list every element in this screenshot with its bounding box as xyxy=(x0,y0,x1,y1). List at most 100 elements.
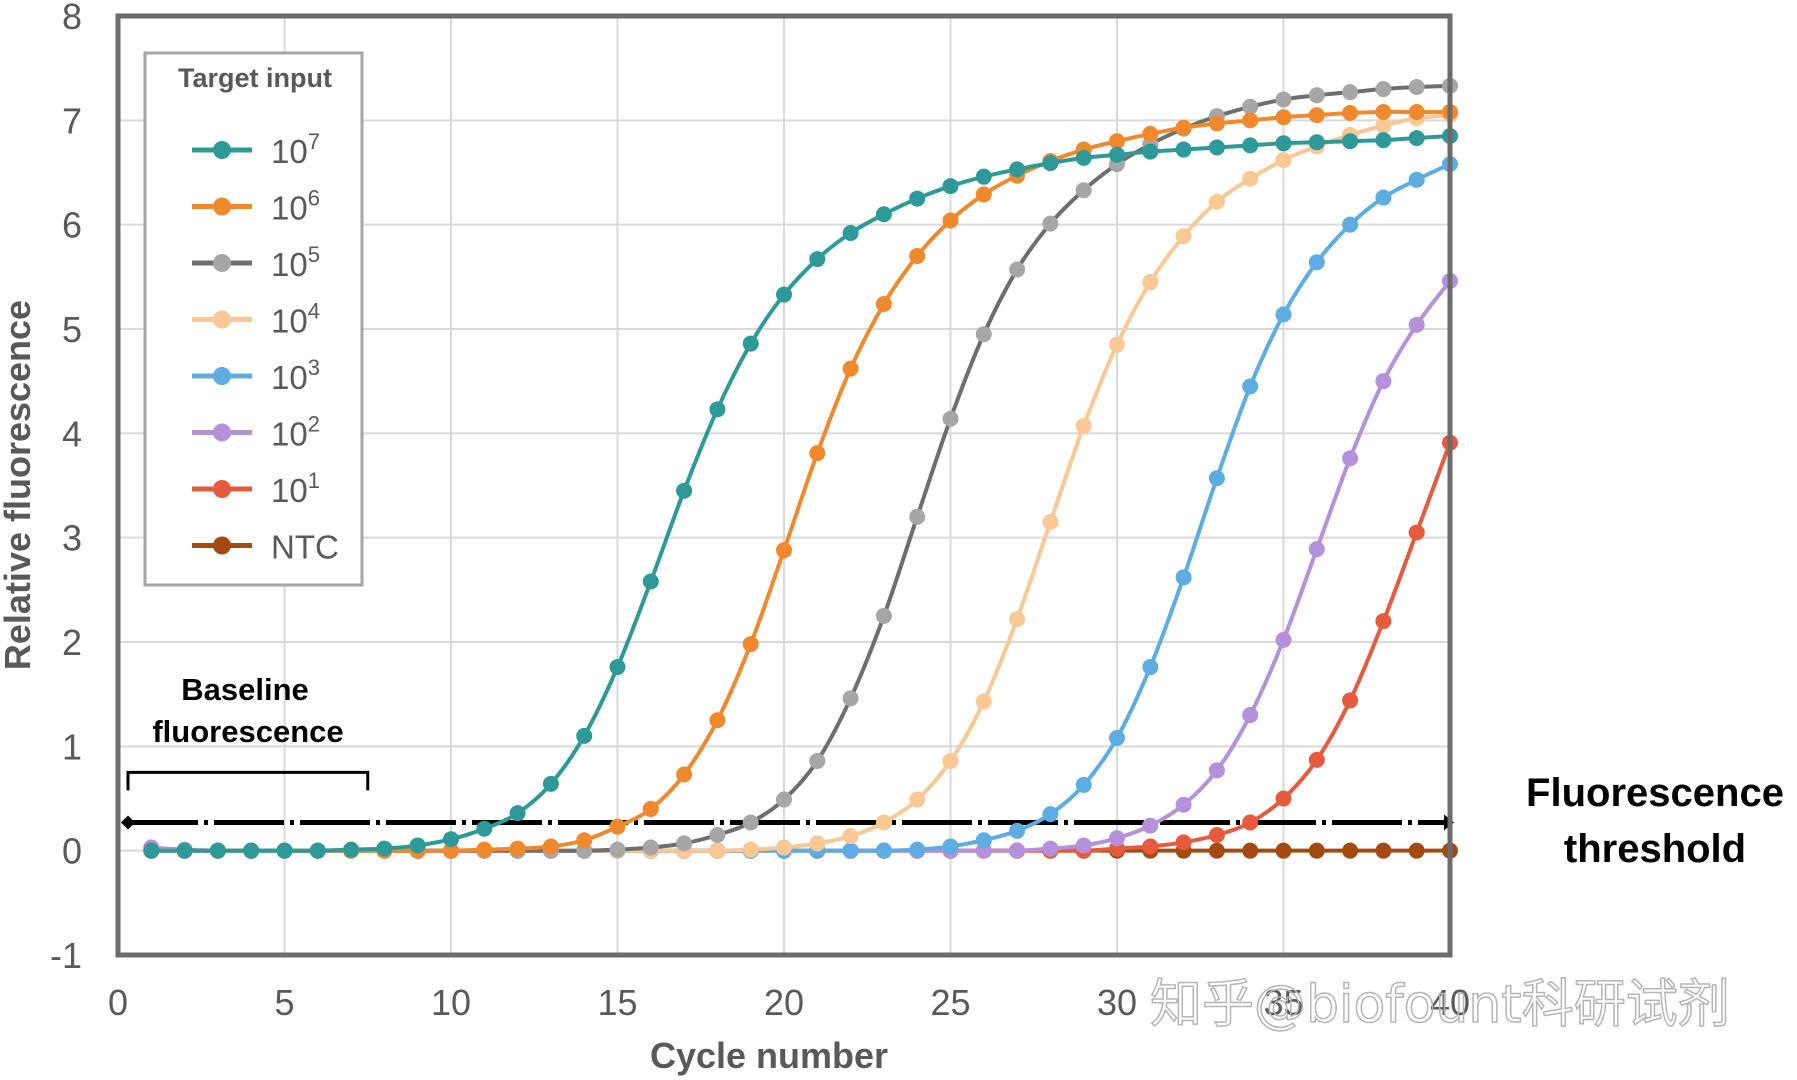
data-point xyxy=(1208,193,1225,210)
data-point xyxy=(1275,151,1292,168)
legend-item: 107 xyxy=(192,129,320,170)
data-point xyxy=(1375,81,1392,98)
data-point xyxy=(1142,125,1159,142)
data-point xyxy=(1342,842,1359,859)
data-point xyxy=(1308,842,1325,859)
data-point xyxy=(1142,143,1159,160)
data-point xyxy=(1408,130,1425,147)
x-axis-title: Cycle number xyxy=(650,1035,888,1076)
data-point xyxy=(909,508,926,525)
data-point xyxy=(542,775,559,792)
y-tick-label: 2 xyxy=(62,622,82,663)
data-point xyxy=(509,805,526,822)
legend-label: 107 xyxy=(271,129,320,170)
x-tick-label: 5 xyxy=(274,982,294,1023)
x-tick-label: 10 xyxy=(431,982,471,1023)
data-point xyxy=(409,837,426,854)
x-tick-label: 40 xyxy=(1430,982,1470,1023)
data-point xyxy=(1175,796,1192,813)
data-point xyxy=(1275,842,1292,859)
data-point xyxy=(1408,171,1425,188)
baseline-label-line2: fluorescence xyxy=(152,714,343,749)
data-point xyxy=(1275,135,1292,152)
y-tick-label: 6 xyxy=(62,205,82,246)
data-point xyxy=(209,842,226,859)
data-point xyxy=(443,842,459,859)
diamond-marker-icon xyxy=(120,815,135,830)
data-point xyxy=(1075,776,1092,793)
data-point xyxy=(1042,514,1059,531)
data-point xyxy=(709,842,726,859)
data-point xyxy=(1142,274,1159,291)
data-point xyxy=(642,839,659,856)
data-point xyxy=(1175,141,1192,158)
x-tick-label: 30 xyxy=(1097,982,1137,1023)
data-point xyxy=(1375,117,1392,134)
data-point xyxy=(309,842,326,859)
data-point xyxy=(642,800,659,817)
legend-item: 106 xyxy=(192,186,320,227)
y-tick-label: 5 xyxy=(62,309,82,350)
data-point xyxy=(1009,611,1026,628)
data-point xyxy=(842,225,859,242)
data-point xyxy=(709,827,726,844)
data-point xyxy=(1275,631,1292,648)
data-point xyxy=(1075,149,1092,166)
x-axis-ticks: 0 5 10 15 20 25 30 35 40 xyxy=(108,982,1470,1023)
data-point xyxy=(576,832,593,849)
y-axis-ticks: -1 0 1 2 3 4 5 6 7 8 xyxy=(50,0,82,976)
data-point xyxy=(975,326,992,343)
data-point xyxy=(1408,78,1425,95)
data-point xyxy=(376,840,393,857)
data-point xyxy=(1109,830,1125,847)
data-point xyxy=(1142,838,1159,855)
legend: Target input 107 106 105 104 103 102 101 NTC xyxy=(143,51,364,587)
data-point xyxy=(1042,806,1059,823)
data-point xyxy=(343,841,360,858)
data-point xyxy=(842,842,859,859)
data-point xyxy=(676,482,693,499)
data-point xyxy=(742,814,759,831)
legend-label: 106 xyxy=(271,186,320,227)
data-point xyxy=(1408,524,1425,541)
data-point xyxy=(1109,336,1125,353)
data-point xyxy=(1208,139,1225,156)
data-point xyxy=(1375,132,1392,149)
data-point xyxy=(942,838,959,855)
data-point xyxy=(509,840,526,857)
data-point xyxy=(542,838,559,855)
legend-marker xyxy=(213,536,231,555)
y-tick-label: 3 xyxy=(62,518,82,559)
data-point xyxy=(1342,105,1359,122)
data-point xyxy=(143,842,160,859)
data-point xyxy=(842,360,859,377)
x-tick-label: 20 xyxy=(764,982,804,1023)
data-point xyxy=(875,814,892,831)
data-point xyxy=(975,186,992,203)
legend-label: 102 xyxy=(271,412,320,453)
data-point xyxy=(809,445,826,462)
data-point xyxy=(909,791,926,808)
data-point xyxy=(875,206,892,223)
data-point xyxy=(1375,842,1392,859)
data-point xyxy=(1009,822,1026,839)
data-point xyxy=(676,835,693,852)
data-point xyxy=(1308,254,1325,271)
data-point xyxy=(609,818,626,835)
legend-marker xyxy=(213,310,231,329)
data-point xyxy=(1408,316,1425,333)
y-axis-title: Relative fluorescence xyxy=(0,300,38,670)
data-point xyxy=(942,410,959,427)
data-point xyxy=(875,842,892,859)
data-point xyxy=(1242,170,1259,187)
data-point xyxy=(1242,378,1259,395)
data-point xyxy=(1308,107,1325,124)
legend-marker xyxy=(213,367,231,385)
data-point xyxy=(1242,112,1259,129)
legend-marker xyxy=(213,480,231,498)
series-layer xyxy=(143,77,1458,859)
data-point xyxy=(443,831,459,848)
legend-label: 101 xyxy=(271,468,320,509)
data-point xyxy=(1375,103,1392,120)
